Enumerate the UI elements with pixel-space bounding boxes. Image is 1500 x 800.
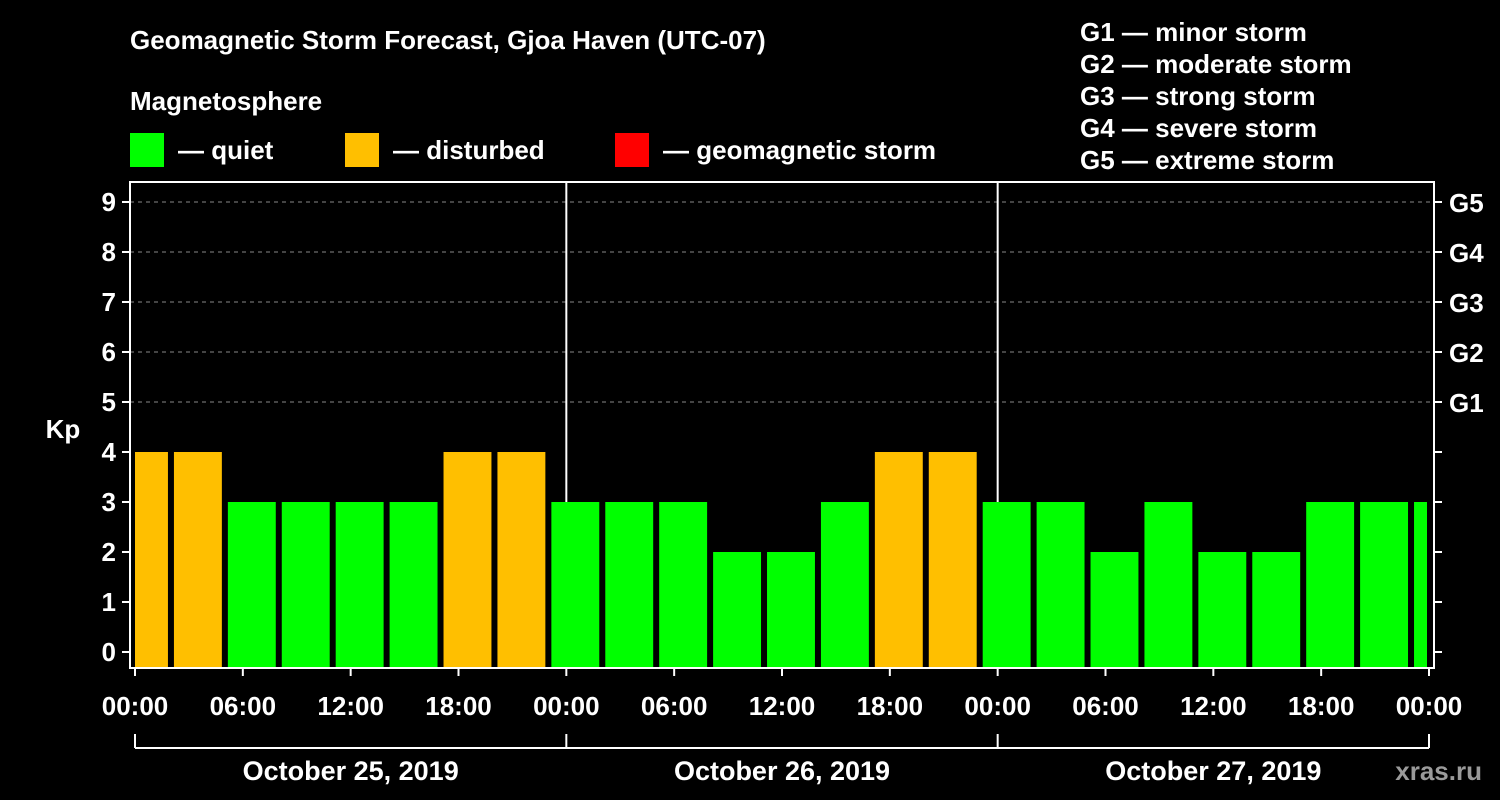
legend-storm-swatch (615, 133, 649, 167)
storm-scale-g2: G2 — moderate storm (1080, 49, 1352, 79)
legend-storm-label: — geomagnetic storm (663, 134, 937, 165)
storm-scale-list: G1 — minor storm G2 — moderate storm G3 … (1080, 16, 1352, 176)
x-tick-label: 06:00 (641, 691, 708, 721)
chart-title: Geomagnetic Storm Forecast, Gjoa Haven (… (130, 25, 766, 55)
kp-bar (443, 452, 492, 667)
storm-scale-g5: G5 — extreme storm (1080, 145, 1335, 175)
x-tick-label: 06:00 (1072, 691, 1139, 721)
kp-bar (1252, 552, 1301, 667)
y-tick-label: 9 (102, 187, 116, 217)
kp-bar (227, 502, 276, 667)
y-axis-label: Kp (46, 414, 81, 444)
kp-bar (135, 452, 168, 667)
kp-bar (767, 552, 815, 667)
x-tick-label: 12:00 (317, 691, 384, 721)
day-label: October 27, 2019 (1105, 756, 1321, 786)
x-tick-label: 06:00 (210, 691, 277, 721)
g-scale-label: G3 (1449, 288, 1484, 318)
kp-bar (928, 452, 977, 667)
kp-bar (820, 502, 869, 667)
kp-bar (1198, 552, 1247, 667)
kp-bar (1144, 502, 1193, 667)
x-tick-label: 18:00 (425, 691, 492, 721)
g-scale-label: G5 (1449, 188, 1484, 218)
kp-bar (1414, 502, 1427, 667)
storm-scale-g4: G4 — severe storm (1080, 113, 1318, 143)
x-tick-label: 12:00 (1180, 691, 1247, 721)
chart-subtitle: Magnetosphere (130, 86, 323, 116)
day-label: October 25, 2019 (243, 756, 459, 786)
legend-storm: — geomagnetic storm (615, 133, 936, 167)
legend-disturbed-swatch (345, 133, 379, 167)
kp-bar (389, 502, 438, 667)
g-scale-label: G4 (1449, 238, 1484, 268)
x-tick-label: 18:00 (857, 691, 924, 721)
y-tick-label: 8 (102, 237, 116, 267)
kp-bar (335, 502, 384, 667)
kp-bar (281, 502, 330, 667)
x-tick-label: 12:00 (749, 691, 816, 721)
kp-bar (173, 452, 222, 667)
kp-bar (497, 452, 546, 667)
y-tick-label: 5 (102, 387, 116, 417)
x-tick-label: 00:00 (533, 691, 600, 721)
y-tick-label: 3 (102, 487, 116, 517)
y-tick-label: 4 (102, 437, 117, 467)
day-label: October 26, 2019 (674, 756, 890, 786)
kp-bar (1306, 502, 1355, 667)
legend-quiet: — quiet (130, 133, 273, 167)
kp-bar (1036, 502, 1085, 667)
legend-disturbed: — disturbed (345, 133, 545, 167)
kp-bar (659, 502, 708, 667)
g-scale-label: G1 (1449, 388, 1484, 418)
kp-bar (874, 452, 923, 667)
kp-bar (605, 502, 654, 667)
x-tick-label: 00:00 (1396, 691, 1463, 721)
kp-bar (551, 502, 600, 667)
g-scale-label: G2 (1449, 338, 1484, 368)
storm-scale-g1: G1 — minor storm (1080, 17, 1307, 47)
kp-bar (1360, 502, 1409, 667)
y-tick-label: 7 (102, 287, 116, 317)
kp-bar (713, 552, 762, 667)
y-tick-label: 1 (102, 587, 116, 617)
y-tick-label: 0 (102, 637, 116, 667)
storm-scale-g3: G3 — strong storm (1080, 81, 1316, 111)
y-tick-label: 2 (102, 537, 116, 567)
watermark: xras.ru (1395, 756, 1482, 786)
kp-bar (982, 502, 1031, 667)
kp-bar (1090, 552, 1139, 667)
x-tick-label: 18:00 (1288, 691, 1355, 721)
legend-quiet-label: — quiet (178, 134, 274, 165)
y-tick-label: 6 (102, 337, 116, 367)
x-tick-label: 00:00 (102, 691, 169, 721)
x-tick-label: 00:00 (964, 691, 1031, 721)
legend-quiet-swatch (130, 133, 164, 167)
legend-disturbed-label: — disturbed (393, 134, 545, 165)
